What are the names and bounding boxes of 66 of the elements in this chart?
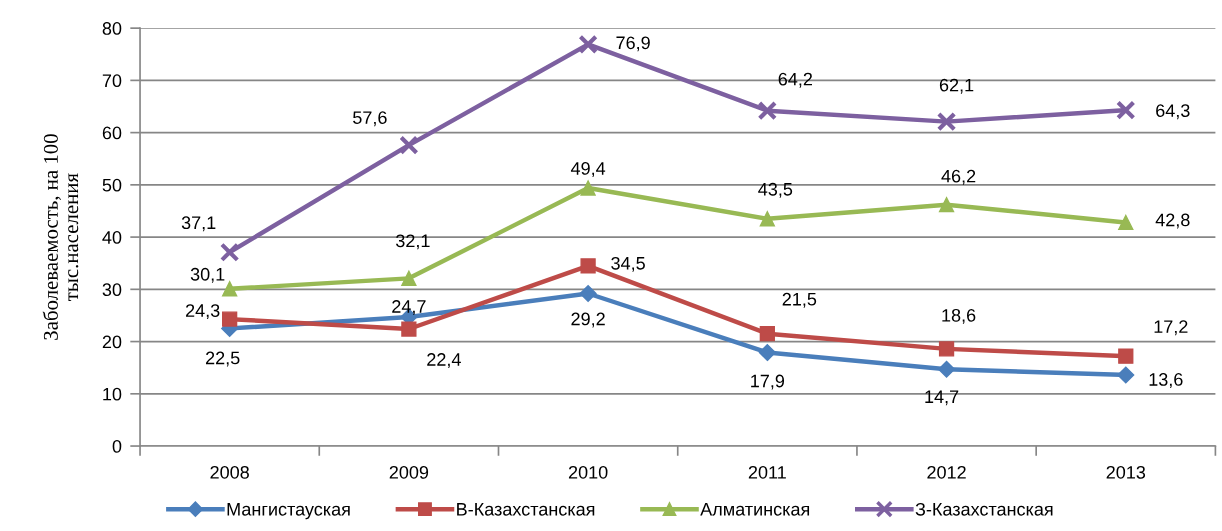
legend-label: З-Казахстанская <box>915 502 1053 516</box>
point <box>579 284 597 303</box>
point <box>580 258 596 274</box>
x-tick-label: 2011 <box>748 465 786 479</box>
data-label: 21,5 <box>782 292 817 308</box>
data-label: 30,1 <box>190 267 225 283</box>
data-label: 13,6 <box>1149 373 1183 388</box>
point <box>401 321 417 337</box>
point <box>938 197 955 213</box>
data-label: 64,3 <box>1156 104 1190 120</box>
y-axis-title: Заболеваемость, на 100 тыс.населения <box>42 134 79 340</box>
data-label: 14,7 <box>925 390 959 406</box>
point <box>578 34 598 55</box>
data-label: 22,4 <box>427 353 461 369</box>
data-label: 49,4 <box>570 162 606 177</box>
point <box>1116 100 1136 120</box>
y-tick-label: 50 <box>102 178 122 192</box>
y-tick-label: 30 <box>102 283 122 297</box>
point <box>1117 366 1135 384</box>
x-tick-label: 2010 <box>568 465 608 479</box>
y-tick-label: 20 <box>102 335 122 349</box>
y-tick-label: 0 <box>112 439 122 453</box>
data-label: 46,2 <box>941 169 976 185</box>
data-label: 29,2 <box>571 312 605 328</box>
data-label: 18,6 <box>942 308 976 324</box>
y-tick-label: 70 <box>102 74 122 88</box>
point <box>936 111 957 132</box>
data-label: 43,5 <box>758 182 793 198</box>
point <box>580 180 596 196</box>
legend-label: В-Казахстанская <box>457 503 595 516</box>
data-label: 22,5 <box>205 351 240 367</box>
point <box>401 270 417 286</box>
y-tick-label: 40 <box>102 231 122 244</box>
legend-label: Алматинская <box>700 503 810 516</box>
data-label: 24,7 <box>392 300 426 315</box>
data-label: 64,2 <box>778 72 812 88</box>
point <box>1118 214 1134 231</box>
point <box>758 343 776 362</box>
data-label: 24,3 <box>185 304 220 320</box>
x-tick-label: 2013 <box>1106 465 1146 479</box>
x-tick-label: 2008 <box>210 465 249 479</box>
y-tick-label: 80 <box>102 22 122 35</box>
data-label: 17,2 <box>1154 320 1188 336</box>
point <box>757 100 778 121</box>
y-tick-label: 10 <box>103 387 122 401</box>
data-label: 62,1 <box>939 78 974 94</box>
point <box>222 281 238 297</box>
point <box>759 326 775 342</box>
legend-label: Мангистауская <box>227 503 350 520</box>
point <box>1118 348 1134 364</box>
data-label: 57,6 <box>353 111 387 127</box>
data-label: 34,5 <box>611 256 645 272</box>
point <box>219 242 240 262</box>
point <box>759 211 775 227</box>
point <box>938 360 956 378</box>
data-label: 32,1 <box>396 234 430 250</box>
y-tick-label: 60 <box>102 126 122 140</box>
data-label: 37,1 <box>181 216 216 232</box>
data-label: 42,8 <box>1155 213 1190 229</box>
data-label: 17,9 <box>751 374 785 390</box>
x-tick-label: 2009 <box>389 465 429 479</box>
data-label: 76,9 <box>616 36 650 52</box>
x-tick-label: 2012 <box>927 465 966 479</box>
point <box>399 135 419 155</box>
point <box>938 341 955 357</box>
point <box>222 311 238 327</box>
